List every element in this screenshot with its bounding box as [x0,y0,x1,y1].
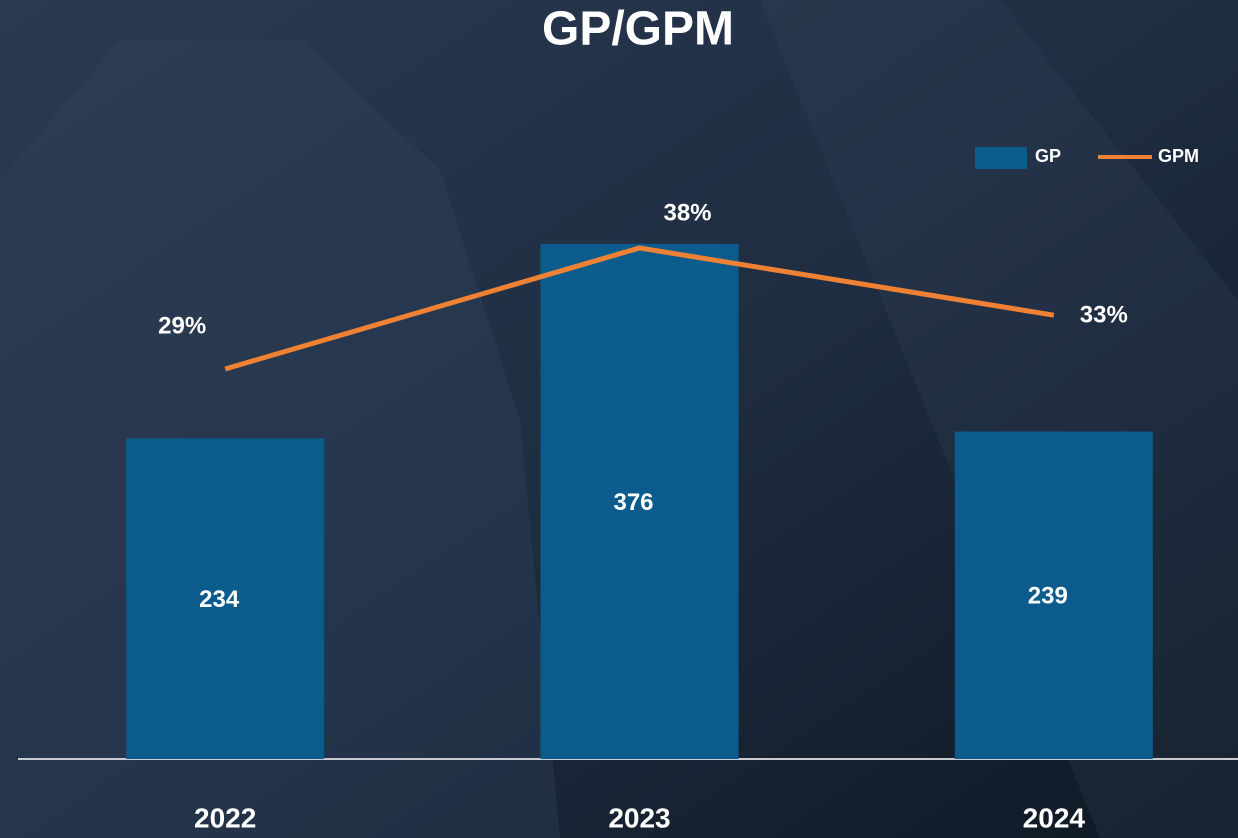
bar [540,243,739,759]
x-tick-label: 2023 [608,802,670,833]
bar-value-label: 376 [613,489,653,516]
bar [126,438,325,759]
line-value-label: 29% [158,312,206,339]
legend-swatch [975,147,1027,169]
chart-title: GP/GPM [542,3,734,56]
legend-label: GP [1035,146,1061,166]
line-value-label: 38% [663,199,711,226]
line [224,245,1055,372]
bar-value-label: 234 [199,586,240,613]
legend-label: GPM [1158,146,1199,166]
line-value-label: 33% [1080,302,1128,329]
bar-value-label: 239 [1028,583,1068,610]
x-tick-label: 2022 [194,802,256,833]
bar [954,431,1153,759]
x-tick-label: 2024 [1023,802,1086,833]
